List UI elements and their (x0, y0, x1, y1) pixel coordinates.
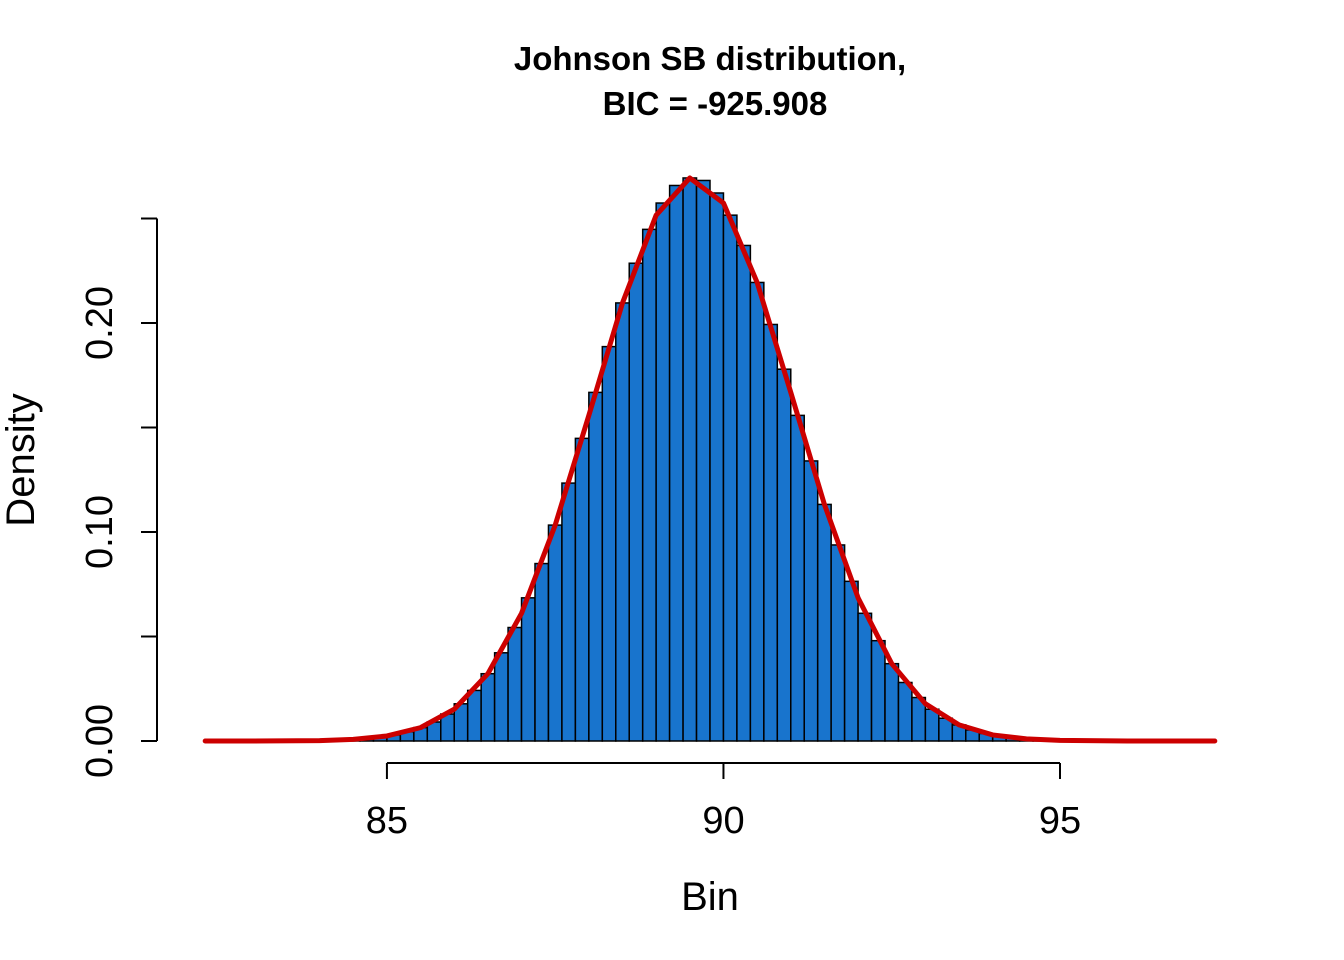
bar (628, 262, 644, 742)
x-axis-label: Bin (681, 875, 739, 919)
bar (507, 626, 523, 742)
density-curve (202, 175, 1218, 744)
bar (924, 708, 940, 742)
bar (466, 689, 482, 742)
bar (547, 524, 563, 742)
bar (520, 597, 536, 742)
bar (857, 612, 873, 742)
bar (736, 244, 752, 742)
bar (870, 639, 886, 742)
chart-title: BIC = -925.908 (603, 85, 828, 122)
y-tick-label: 0.00 (79, 704, 121, 778)
bar (776, 368, 792, 742)
bar (830, 544, 846, 742)
x-tick-label: 85 (366, 800, 408, 842)
chart-title: Johnson SB distribution, (514, 40, 906, 77)
bar (655, 202, 671, 742)
x-tick-label: 95 (1039, 800, 1081, 842)
bar (480, 672, 496, 742)
bar (561, 482, 577, 742)
bar (709, 192, 725, 742)
bar (601, 345, 617, 742)
bar (803, 460, 819, 742)
bar (588, 391, 604, 742)
y-tick-label: 0.10 (79, 495, 121, 569)
bar (722, 214, 738, 742)
bar (790, 414, 805, 742)
bar (668, 184, 684, 742)
bar (884, 662, 900, 742)
bar (615, 302, 630, 742)
bar (682, 177, 698, 742)
bar (534, 562, 550, 742)
bar (695, 179, 711, 742)
bar (763, 323, 779, 742)
bar (574, 437, 590, 742)
bar (843, 580, 859, 742)
bar (897, 681, 913, 742)
bar (816, 503, 832, 742)
bar (493, 652, 509, 742)
y-axis-label: Density (0, 393, 43, 526)
y-tick-label: 0.20 (79, 286, 121, 360)
x-tick-label: 90 (702, 800, 744, 842)
bar (749, 281, 765, 742)
bar (641, 228, 657, 742)
